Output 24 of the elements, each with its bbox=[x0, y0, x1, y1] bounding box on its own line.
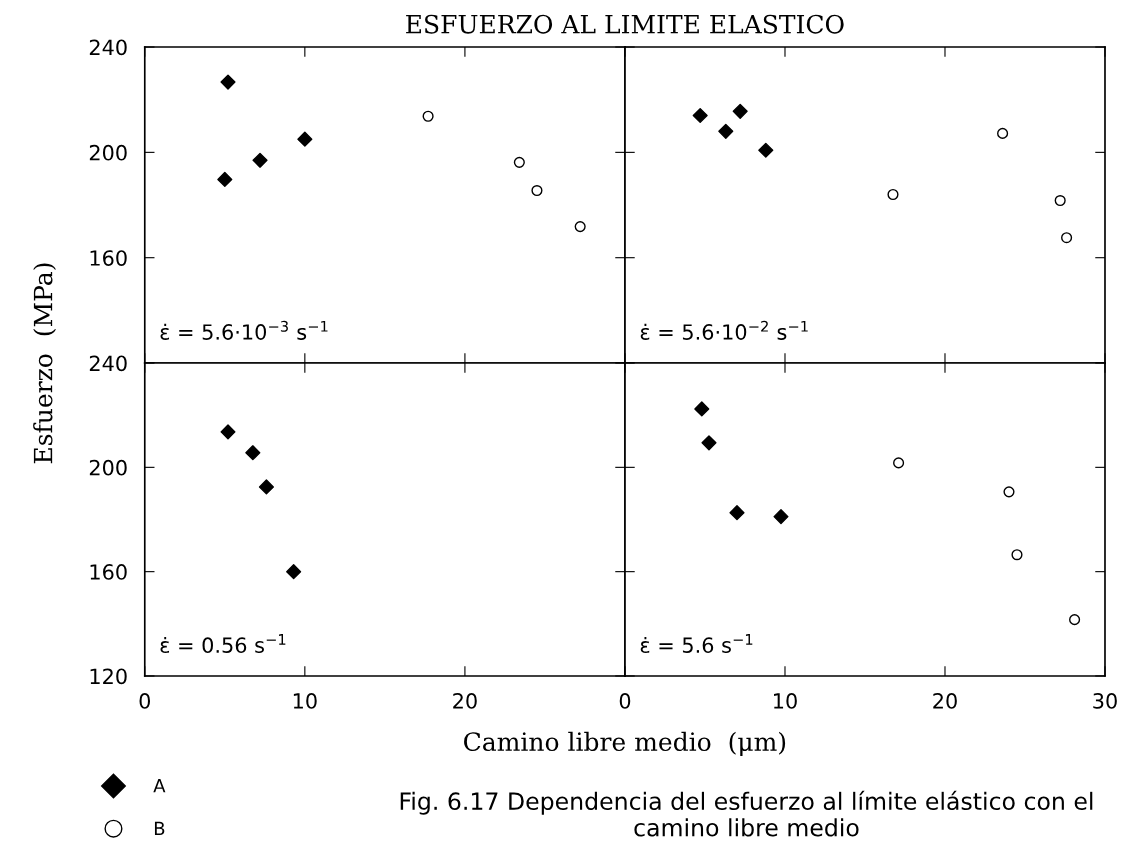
y-tick-label: 200 bbox=[89, 144, 127, 161]
x-tick-label: 0 bbox=[619, 693, 631, 709]
y-tick-label: 160 bbox=[90, 250, 127, 266]
y-tick-label: 160 bbox=[90, 564, 127, 580]
x-tick-label: 20 bbox=[453, 693, 477, 709]
legend-label: A bbox=[153, 779, 166, 793]
x-tick-label: 10 bbox=[293, 693, 317, 709]
y-tick-label: 200 bbox=[89, 459, 127, 476]
caption: Fig. 6.17 Dependencia del esfuerzo al límite elástico con el camino libre medio bbox=[400, 790, 1093, 837]
y-tick-label: 240 bbox=[89, 39, 127, 56]
y-axis-title: Esfuerzo (MPa) bbox=[33, 263, 57, 464]
x-tick-label: 10 bbox=[774, 693, 797, 709]
x-tick-label: 20 bbox=[933, 693, 957, 709]
annotation: ε̇ = 5.6 s$^{−1}$ bbox=[640, 634, 753, 654]
y-tick-label: 240 bbox=[89, 355, 127, 372]
annotation: ε̇ = 0.56 s$^{−1}$ bbox=[160, 634, 286, 654]
x-tick-label: 30 bbox=[1093, 693, 1117, 709]
chart-title: ESFUERZO AL LIMITE ELASTICO bbox=[406, 14, 844, 34]
annotation: ε̇ = 5.6·10$^{−3}$ s$^{−1}$ bbox=[160, 320, 328, 340]
legend-label: B bbox=[154, 821, 165, 835]
x-tick-label: 0 bbox=[139, 693, 151, 709]
annotation: ε̇ = 5.6·10$^{−2}$ s$^{−1}$ bbox=[640, 320, 808, 340]
y-tick-label: 120 bbox=[90, 668, 127, 685]
x-axis-title: Camino libre medio (μm) bbox=[464, 731, 786, 756]
